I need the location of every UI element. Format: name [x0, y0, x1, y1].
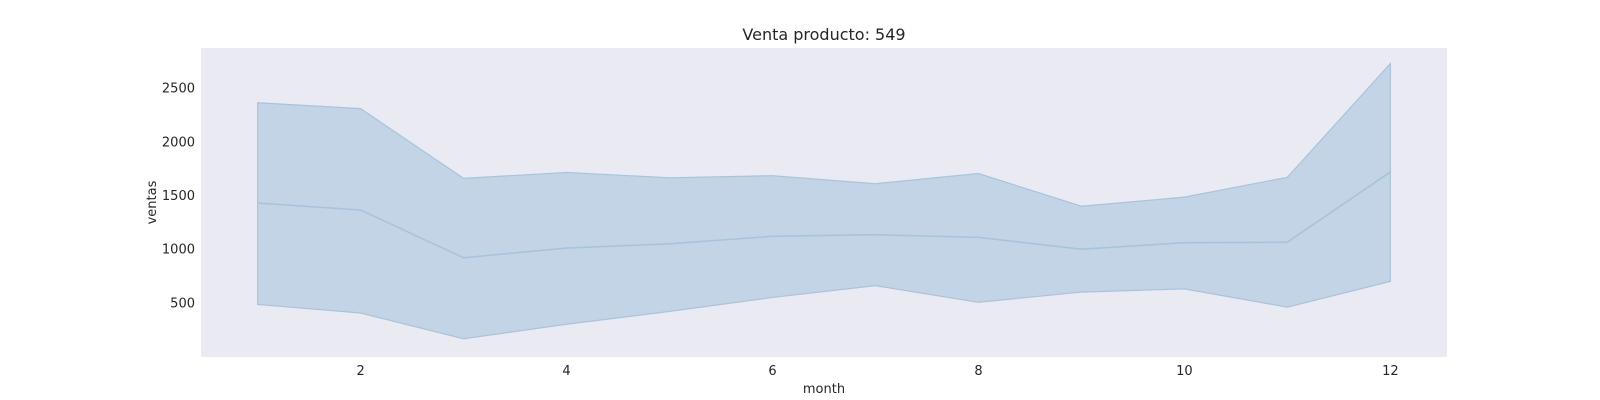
y-tick-label: 1500: [162, 189, 195, 204]
x-axis-label: month: [803, 382, 845, 397]
x-tick-label: 8: [974, 364, 982, 379]
y-tick-label: 500: [170, 296, 195, 311]
y-tick-label: 1000: [162, 243, 195, 258]
series-line-layer: [257, 171, 1391, 259]
confidence-band-layer: [257, 62, 1391, 340]
x-tick-label: 10: [1176, 364, 1193, 379]
y-tick-label: 2500: [162, 82, 195, 97]
y-tick-labels: 500 1000 1500 2000 2500: [162, 82, 195, 312]
x-tick-label: 6: [768, 364, 776, 379]
x-tick-label: 4: [562, 364, 570, 379]
series-line: [257, 171, 1391, 259]
x-tick-label: 2: [356, 364, 364, 379]
y-axis-label: ventas: [145, 180, 160, 224]
x-tick-labels: 2 4 6 8 10 12: [356, 364, 1398, 379]
chart-title: Venta producto: 549: [742, 25, 905, 44]
x-tick-label: 12: [1382, 364, 1399, 379]
y-tick-label: 2000: [162, 135, 195, 150]
confidence-band: [257, 62, 1391, 340]
